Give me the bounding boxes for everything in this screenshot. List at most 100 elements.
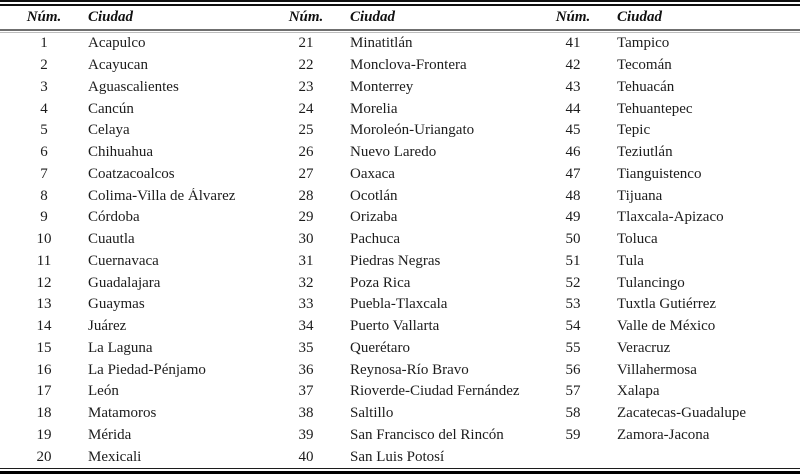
row-number: 53 — [565, 296, 581, 313]
row-number: 7 — [40, 165, 48, 182]
row-number: 36 — [298, 361, 314, 378]
table-row: 1 Acapulco — [0, 33, 262, 55]
city-name: Toluca — [617, 231, 658, 248]
city-name: Cuernavaca — [88, 252, 159, 269]
table-row: 25 Moroleón-Uriangato — [262, 120, 529, 142]
table-row: 26 Nuevo Laredo — [262, 142, 529, 164]
city-name: Chihuahua — [88, 144, 153, 161]
row-number: 50 — [565, 231, 581, 248]
row-number: 44 — [565, 100, 581, 117]
row-number: 30 — [298, 231, 314, 248]
table-row: 39 San Francisco del Rincón — [262, 425, 529, 447]
city-name: Morelia — [350, 100, 398, 117]
table-row: 12 Guadalajara — [0, 272, 262, 294]
row-number: 4 — [40, 100, 48, 117]
city-name: La Piedad-Pénjamo — [88, 361, 206, 378]
table-row: 22 Monclova-Frontera — [262, 55, 529, 77]
table-row: 43 Tehuacán — [529, 77, 800, 99]
city-name: Poza Rica — [350, 274, 411, 291]
row-number: 9 — [40, 209, 48, 226]
row-number: 31 — [298, 252, 314, 269]
table-row: 9 Córdoba — [0, 207, 262, 229]
row-number: 42 — [565, 57, 581, 74]
row-number: 48 — [565, 187, 581, 204]
table-row: 4 Cancún — [0, 98, 262, 120]
table-body: 1 Acapulco 2 Acayucan 3 Aguascalientes 4 Cancún… — [0, 33, 800, 468]
table-row: 40 San Luis Potosí — [262, 446, 529, 468]
table-row: 47 Tianguistenco — [529, 164, 800, 186]
row-number: 45 — [565, 122, 581, 139]
city-name: San Luis Potosí — [350, 448, 445, 465]
table-row: 19 Mérida — [0, 425, 262, 447]
city-name: Orizaba — [350, 209, 398, 226]
table-row: 55 Veracruz — [529, 338, 800, 360]
table-row: 42 Tecomán — [529, 55, 800, 77]
table-row: 36 Reynosa-Río Bravo — [262, 359, 529, 381]
table-row: 21 Minatitlán — [262, 33, 529, 55]
table-column-group-3: 41 Tampico 42 Tecomán 43 Tehuacán 44 Tehuantepe… — [529, 33, 800, 446]
city-name: Zamora-Jacona — [617, 426, 710, 443]
row-number: 19 — [36, 426, 52, 443]
header-separator-rule — [0, 29, 800, 33]
header-group-2: Núm. Ciudad — [262, 6, 529, 29]
table-row: 11 Cuernavaca — [0, 251, 262, 273]
table-row: 10 Cuautla — [0, 229, 262, 251]
row-number: 25 — [298, 122, 314, 139]
row-number: 3 — [40, 78, 48, 95]
table-row: 28 Ocotlán — [262, 185, 529, 207]
city-name: Minatitlán — [350, 35, 413, 52]
city-name: Guadalajara — [88, 274, 161, 291]
table-top-rule — [0, 0, 800, 6]
row-number: 38 — [298, 405, 314, 422]
table-row: 8 Colima-Villa de Álvarez — [0, 185, 262, 207]
table-row: 58 Zacatecas-Guadalupe — [529, 403, 800, 425]
city-name: Tijuana — [617, 187, 663, 204]
row-number: 39 — [298, 426, 314, 443]
row-number: 56 — [565, 361, 581, 378]
table-row: 50 Toluca — [529, 229, 800, 251]
row-number: 2 — [40, 57, 48, 74]
city-name: Coatzacoalcos — [88, 165, 175, 182]
city-name: Rioverde-Ciudad Fernández — [350, 383, 520, 400]
table-row: 13 Guaymas — [0, 294, 262, 316]
table-header-row: Núm. Ciudad Núm. Ciudad Núm. Ciudad — [0, 6, 800, 29]
table-row: 33 Puebla-Tlaxcala — [262, 294, 529, 316]
row-number: 52 — [565, 274, 581, 291]
table-row: 3 Aguascalientes — [0, 77, 262, 99]
row-number: 34 — [298, 318, 314, 335]
city-name: Tehuacán — [617, 78, 675, 95]
row-number: 24 — [298, 100, 314, 117]
table-row: 14 Juárez — [0, 316, 262, 338]
city-name: Xalapa — [617, 383, 660, 400]
city-name: Mexicali — [88, 448, 142, 465]
table-row: 5 Celaya — [0, 120, 262, 142]
row-number: 58 — [565, 405, 581, 422]
city-name: Oaxaca — [350, 165, 395, 182]
table-row: 29 Orizaba — [262, 207, 529, 229]
city-name: Tulancingo — [617, 274, 685, 291]
table-row: 7 Coatzacoalcos — [0, 164, 262, 186]
table-row: 27 Oaxaca — [262, 164, 529, 186]
table-row: 15 La Laguna — [0, 338, 262, 360]
table-row: 46 Teziutlán — [529, 142, 800, 164]
city-name: Querétaro — [350, 339, 410, 356]
row-number: 8 — [40, 187, 48, 204]
row-number: 6 — [40, 144, 48, 161]
city-name: Moroleón-Uriangato — [350, 122, 475, 139]
table-row: 18 Matamoros — [0, 403, 262, 425]
city-name: Tepic — [617, 122, 651, 139]
row-number: 1 — [40, 35, 48, 52]
table-row: 57 Xalapa — [529, 381, 800, 403]
table-row: 6 Chihuahua — [0, 142, 262, 164]
column-header-city: Ciudad — [88, 9, 134, 25]
city-name: San Francisco del Rincón — [350, 426, 504, 443]
row-number: 10 — [36, 231, 52, 248]
row-number: 21 — [298, 35, 314, 52]
row-number: 49 — [565, 209, 581, 226]
city-name: Zacatecas-Guadalupe — [617, 405, 747, 422]
table-column-group-2: 21 Minatitlán 22 Monclova-Frontera 23 Monterr… — [262, 33, 529, 468]
row-number: 51 — [565, 252, 581, 269]
city-name: Tecomán — [617, 57, 672, 74]
row-number: 29 — [298, 209, 314, 226]
